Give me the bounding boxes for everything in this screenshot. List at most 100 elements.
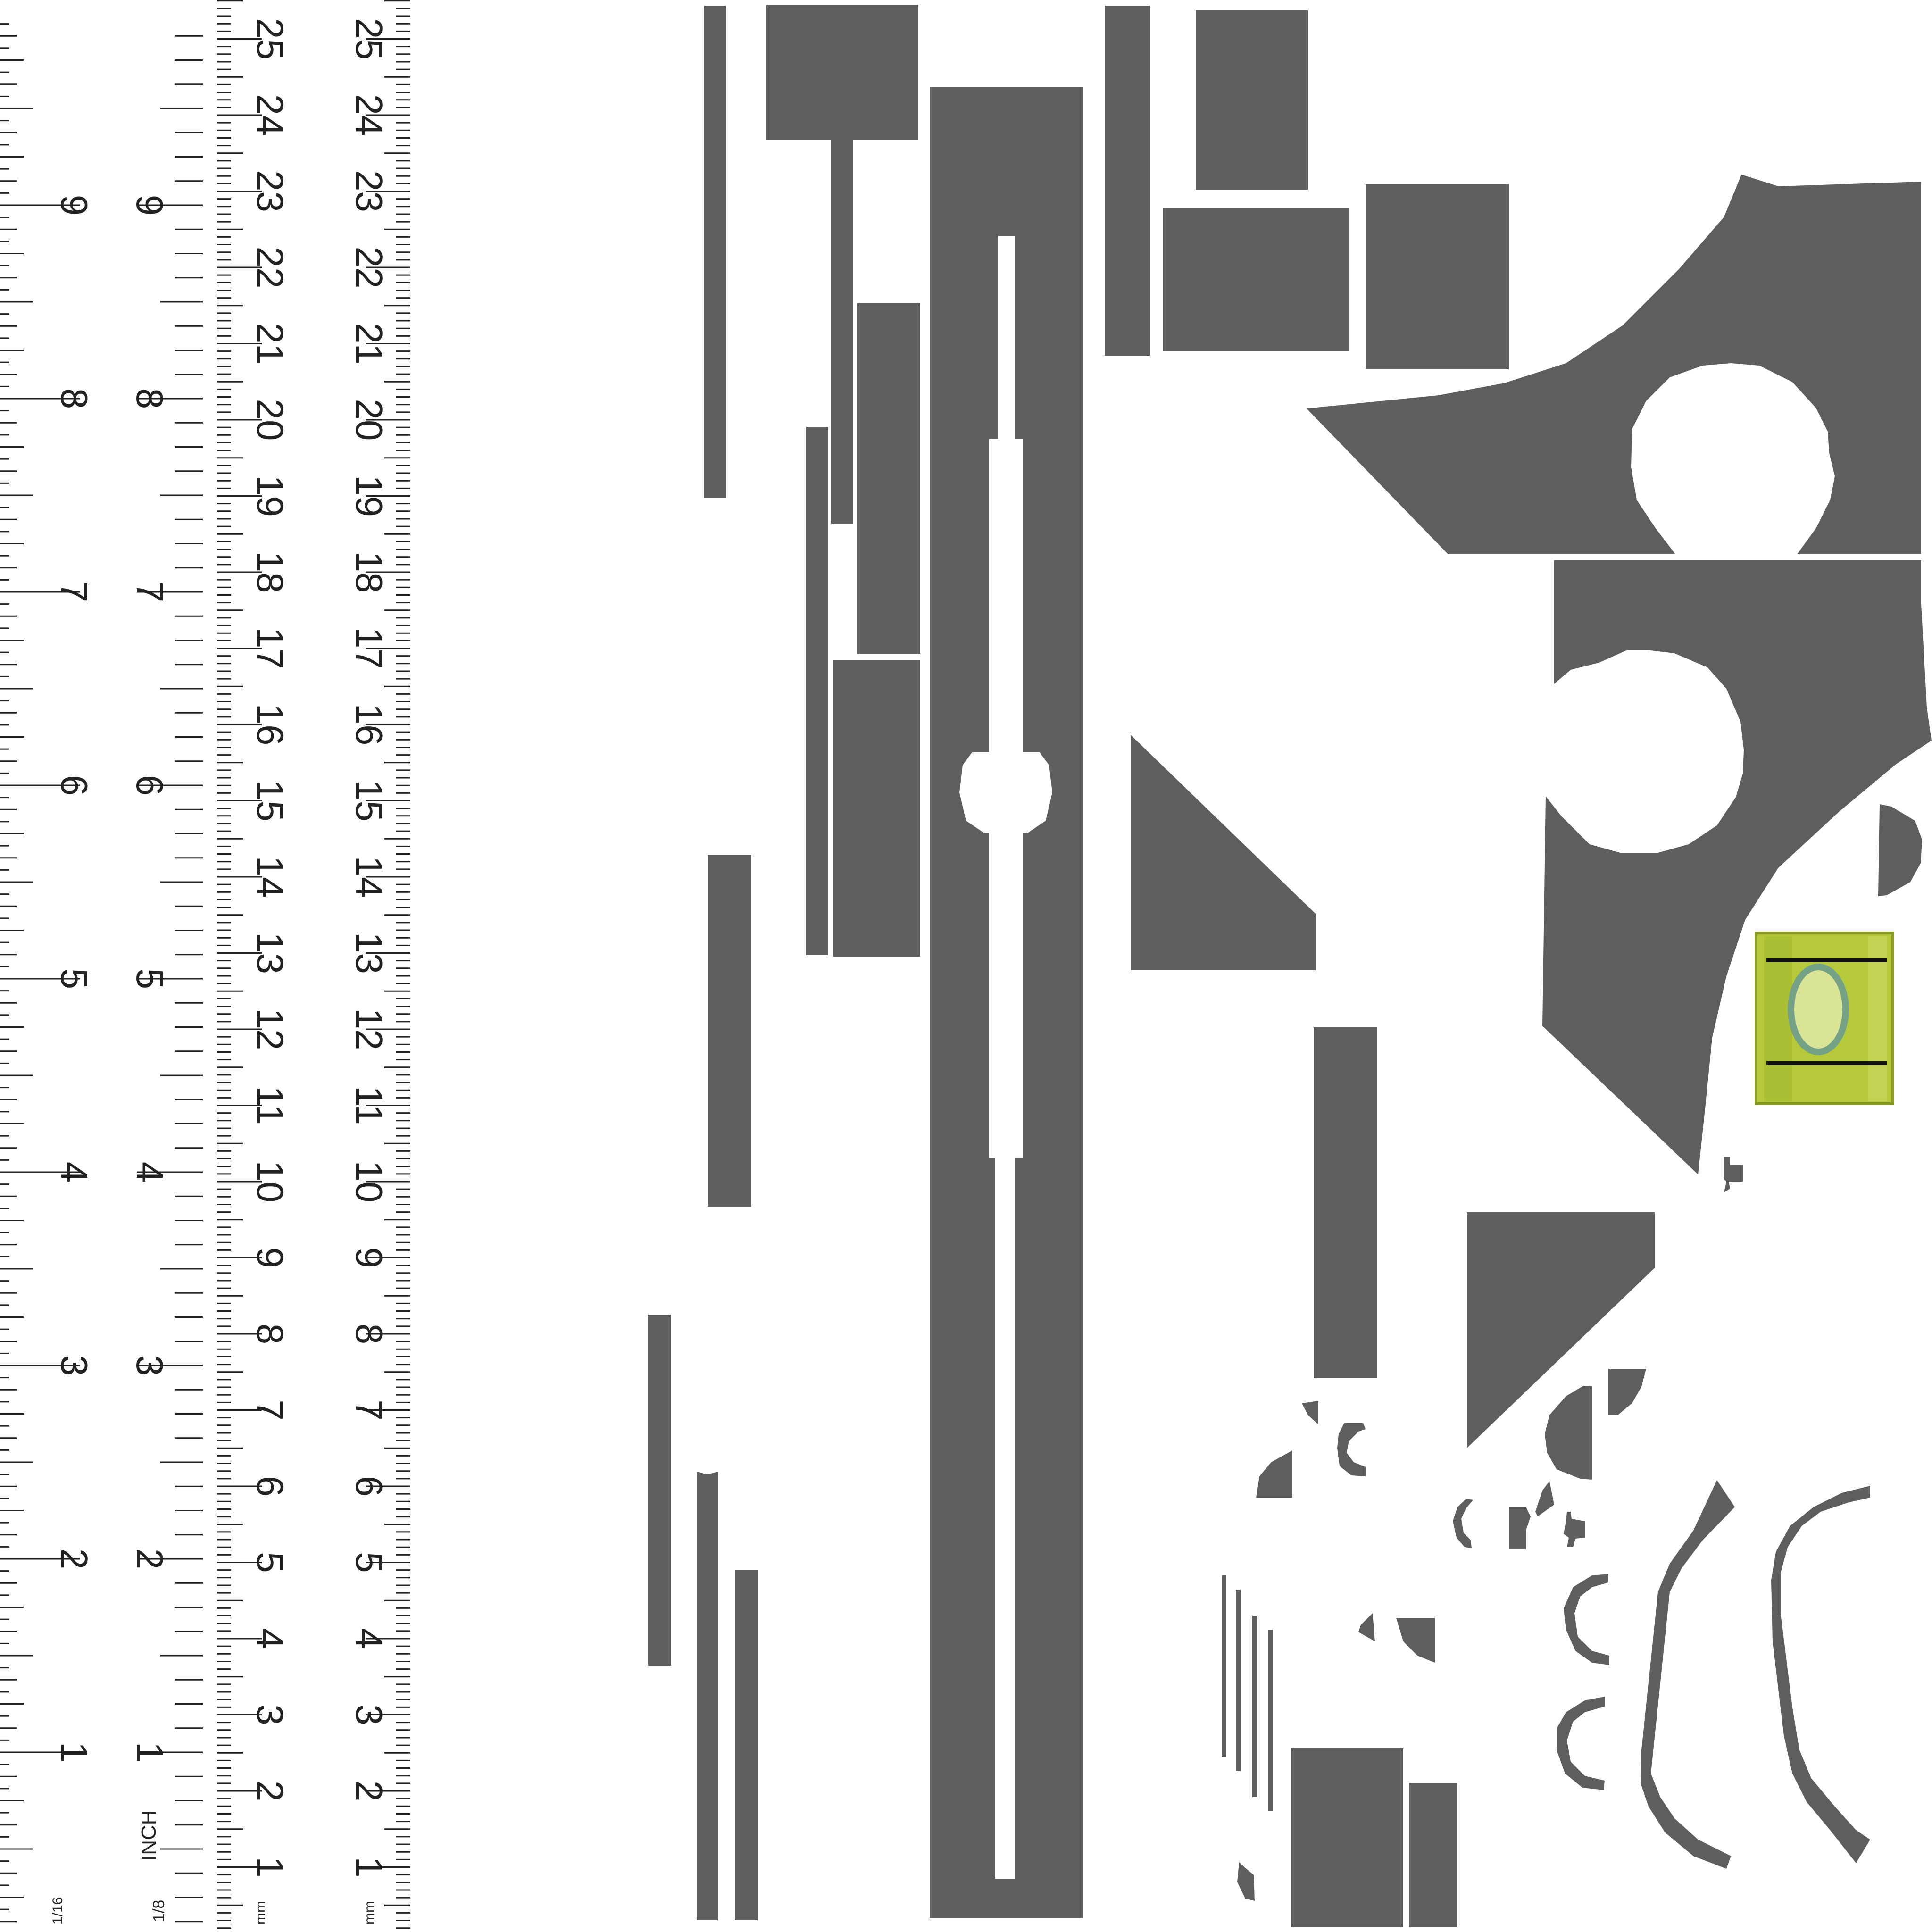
cm-number: 3: [348, 1704, 390, 1725]
piece-arc-2: [1557, 1697, 1605, 1790]
piece-strip-4: [697, 1472, 718, 1920]
cm-number: 14: [249, 856, 291, 898]
cm-number: 2: [348, 1781, 390, 1802]
cm-number: 25: [348, 18, 390, 60]
cm-number: 23: [249, 170, 291, 212]
piece-strip-5: [735, 1570, 758, 1920]
cm-number: 13: [348, 932, 390, 974]
inch-number: 4: [53, 1162, 95, 1183]
piece-strip-3: [648, 1315, 671, 1666]
inch-number: 7: [129, 582, 171, 603]
cm-number: 6: [348, 1476, 390, 1497]
cm-number: 20: [348, 399, 390, 441]
cm-number: 20: [249, 399, 291, 441]
cm-number: 6: [249, 1476, 291, 1497]
piece-tiny-11: [1358, 1613, 1375, 1641]
piece-strip-6: [806, 427, 828, 955]
piece-tiny-4: [1302, 1401, 1318, 1424]
piece-tiny-10: [1564, 1512, 1585, 1547]
cm-number: 8: [249, 1324, 291, 1345]
piece-triangle-1: [1131, 735, 1316, 970]
inch-number: 5: [53, 968, 95, 990]
piece-tiny-7: [1453, 1499, 1473, 1548]
mm-scale-a: 1234567891011121314151617181920212223242…: [249, 18, 291, 1878]
piece-strip-1: [704, 6, 726, 498]
cm-number: 5: [249, 1552, 291, 1573]
piece-lower-bracket: [1542, 560, 1932, 1174]
inch-number: 7: [53, 582, 95, 603]
piece-rect-6: [1366, 184, 1509, 369]
cm-number: 13: [249, 932, 291, 974]
inch-number: 3: [129, 1355, 171, 1376]
cm-number: 8: [348, 1324, 390, 1345]
cm-number: 15: [348, 780, 390, 822]
cm-number: 7: [348, 1399, 390, 1421]
piece-rect-1: [857, 303, 920, 654]
piece-rect-4: [1196, 10, 1308, 190]
piece-arc-1: [1564, 1574, 1609, 1665]
cm-number: 2: [249, 1781, 291, 1802]
cm-number: 24: [348, 94, 390, 136]
inch-number: 5: [129, 968, 171, 990]
cm-number: 18: [249, 551, 291, 593]
inch-number: 1: [129, 1742, 171, 1763]
cm-number: 12: [348, 1008, 390, 1050]
inch-number: 6: [129, 775, 171, 796]
inch-number: 6: [53, 775, 95, 796]
piece-rect-7: [1314, 1027, 1377, 1378]
inch-number: 3: [53, 1355, 95, 1376]
cm-number: 17: [348, 627, 390, 669]
cm-number: 7: [249, 1399, 291, 1421]
cm-number: 16: [249, 704, 291, 746]
cm-number: 22: [249, 247, 291, 289]
cm-number: 15: [249, 780, 291, 822]
cm-number: 19: [348, 475, 390, 517]
sixteenth-label: 1/16: [50, 1897, 66, 1924]
cm-number: 10: [249, 1161, 291, 1203]
piece-tiny-12: [1396, 1618, 1435, 1663]
piece-rect-5: [1163, 208, 1349, 351]
piece-tiny-3: [1545, 1386, 1592, 1480]
piece-tiny-6: [1256, 1450, 1292, 1498]
cm-number: 12: [249, 1008, 291, 1050]
cm-number: 9: [348, 1247, 390, 1268]
piece-main-bar: [930, 87, 1083, 1918]
cm-number: 1: [348, 1857, 390, 1878]
cm-number: 19: [249, 475, 291, 517]
piece-upper-bracket: [1307, 175, 1921, 554]
piece-line-3: [1252, 1616, 1257, 1797]
piece-tiny-2: [1608, 1369, 1646, 1415]
cm-number: 25: [249, 18, 291, 60]
inch-number: 9: [53, 195, 95, 216]
inch-number: 2: [53, 1549, 95, 1570]
piece-d-shape: [1878, 804, 1922, 896]
cm-number: 21: [348, 323, 390, 365]
cm-number: 14: [348, 856, 390, 898]
cm-number: 22: [348, 247, 390, 289]
inch-scale-b: 1 2 3 4 5 6 7 8 9: [129, 195, 171, 1763]
piece-strip-2: [708, 855, 751, 1207]
cm-number: 9: [249, 1247, 291, 1268]
piece-line-4: [1268, 1630, 1273, 1811]
piece-tiny-5: [1337, 1423, 1366, 1476]
piece-line-1: [1222, 1575, 1226, 1757]
piece-rect-8: [1291, 1748, 1403, 1927]
piece-rect-2: [833, 660, 920, 957]
cut-template-pieces: [648, 5, 1932, 1927]
piece-tiny-9: [1535, 1481, 1554, 1516]
piece-rect-3: [1105, 6, 1150, 356]
cm-number: 16: [348, 704, 390, 746]
inch-number: 8: [53, 388, 95, 409]
cm-number: 17: [249, 627, 291, 669]
bubble-level-vial-icon: [1755, 932, 1894, 1105]
mm-label-b: mm: [362, 1901, 377, 1924]
cm-number: 4: [348, 1628, 390, 1649]
piece-rect-9: [1409, 1783, 1457, 1927]
cm-number: 1: [249, 1857, 291, 1878]
piece-t-shape: [766, 5, 918, 524]
piece-tiny-13: [1237, 1862, 1255, 1901]
inch-number: 4: [129, 1162, 171, 1183]
cm-number: 5: [348, 1552, 390, 1573]
